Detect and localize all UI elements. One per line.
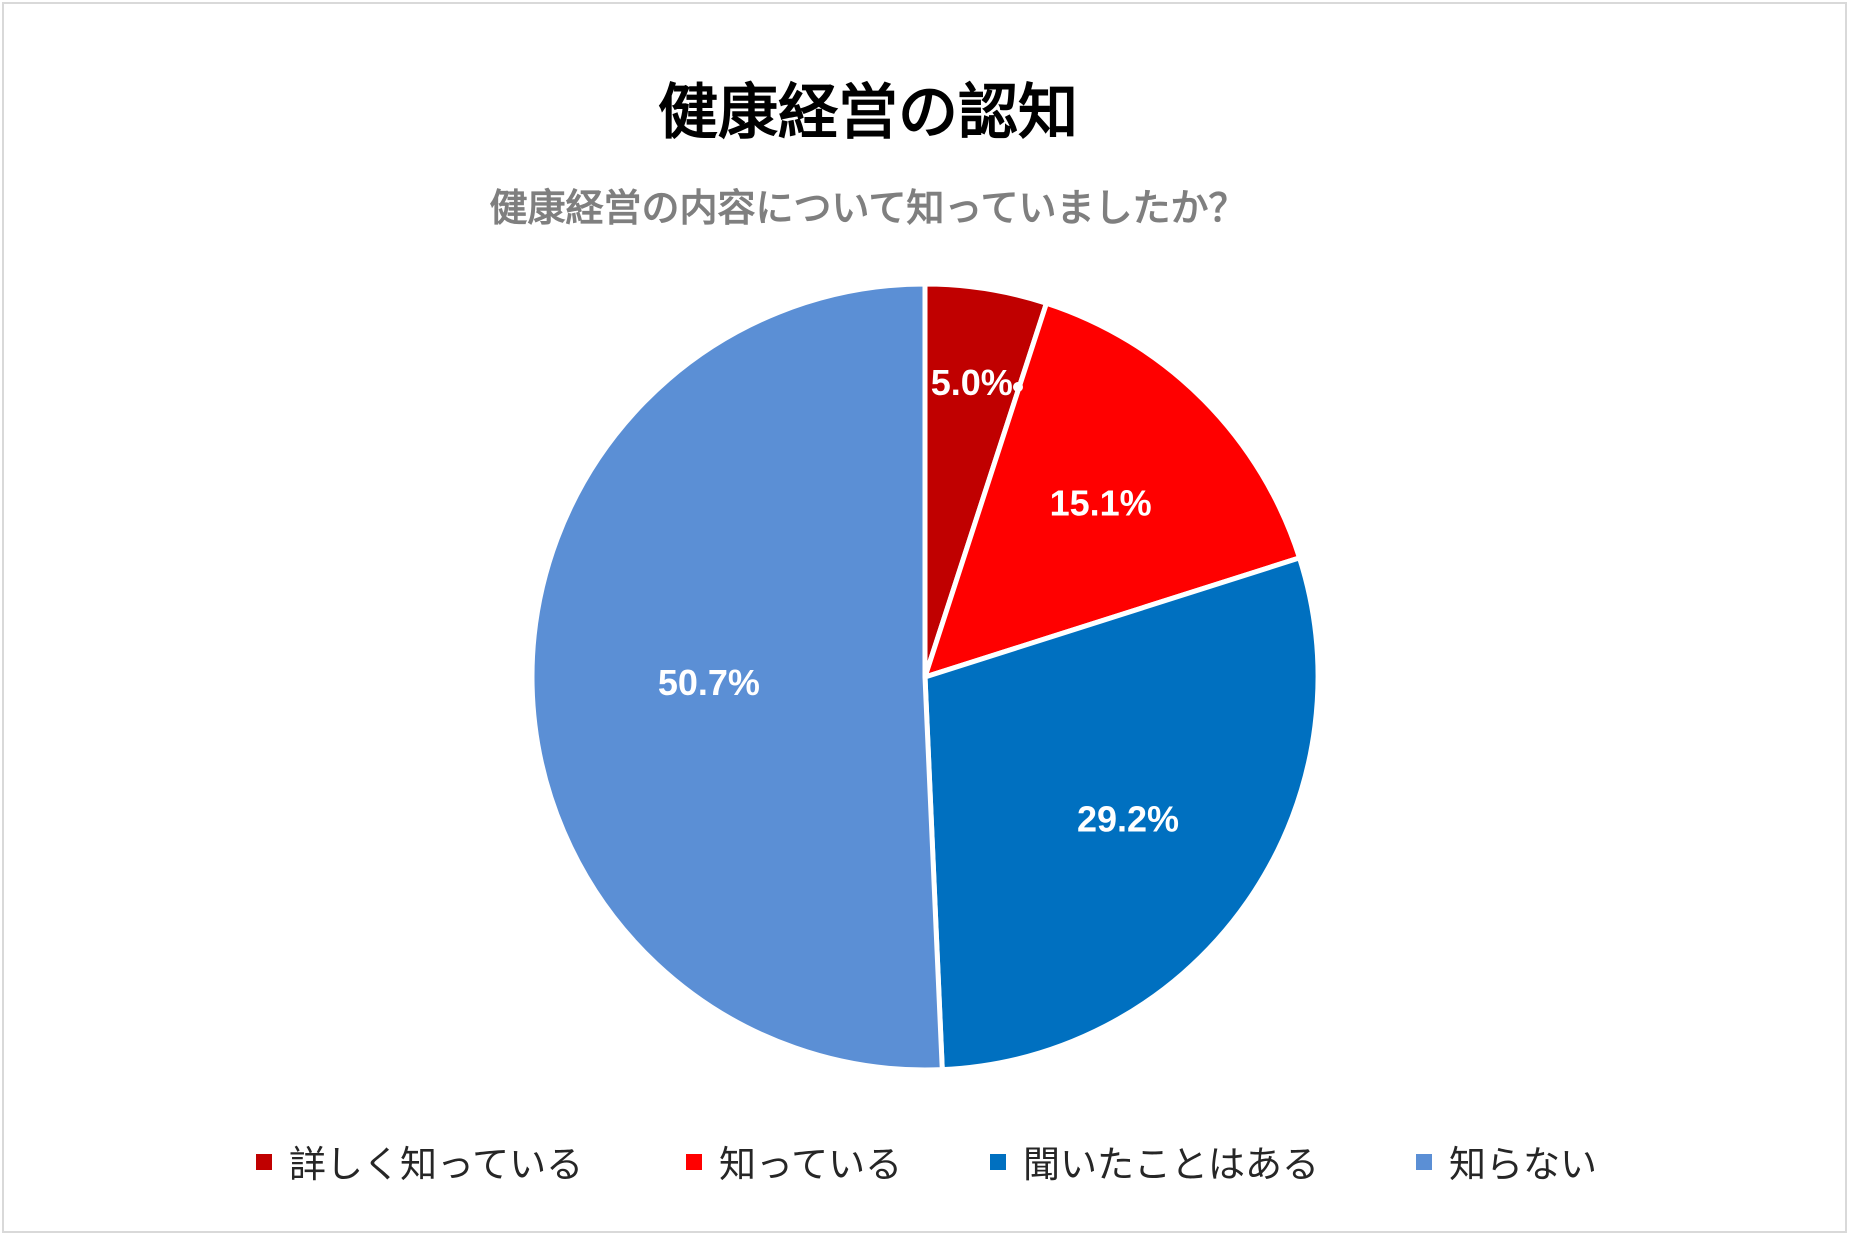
label-leader-dot: [1013, 382, 1023, 392]
legend: 詳しく知っている 知っている 聞いたことはある 知らない: [256, 1143, 1597, 1186]
data-label-4: 50.7%: [658, 662, 760, 703]
data-label-3: 29.2%: [1077, 799, 1179, 840]
legend-label-3: 聞いたことはある: [1023, 1143, 1319, 1186]
legend-swatch-3: [990, 1154, 1006, 1170]
legend-item-3: 聞いたことはある: [990, 1143, 1319, 1186]
pie-slice-2: [922, 300, 1303, 680]
pie-data-labels: 5.0% 15.1% 29.2% 50.7%: [658, 362, 1179, 840]
legend-label-1: 詳しく知っている: [289, 1143, 583, 1186]
legend-swatch-2: [686, 1154, 702, 1170]
pie-slices: [529, 281, 1321, 1073]
data-label-1: 5.0%: [931, 362, 1013, 403]
legend-swatch-1: [256, 1154, 272, 1170]
legend-label-2: 知っている: [719, 1143, 902, 1186]
pie-slice-4: [529, 281, 945, 1073]
legend-swatch-4: [1416, 1154, 1432, 1170]
legend-item-2: 知っている: [686, 1143, 902, 1186]
chart-subtitle: 健康経営の内容について知っていましたか？: [490, 186, 1247, 230]
legend-label-4: 知らない: [1449, 1143, 1597, 1186]
pie-slice-3: [922, 555, 1321, 1073]
data-label-2: 15.1%: [1050, 482, 1152, 523]
legend-item-1: 詳しく知っている: [256, 1143, 583, 1186]
chart-title: 健康経営の認知: [658, 78, 1078, 148]
legend-item-4: 知らない: [1416, 1143, 1597, 1186]
